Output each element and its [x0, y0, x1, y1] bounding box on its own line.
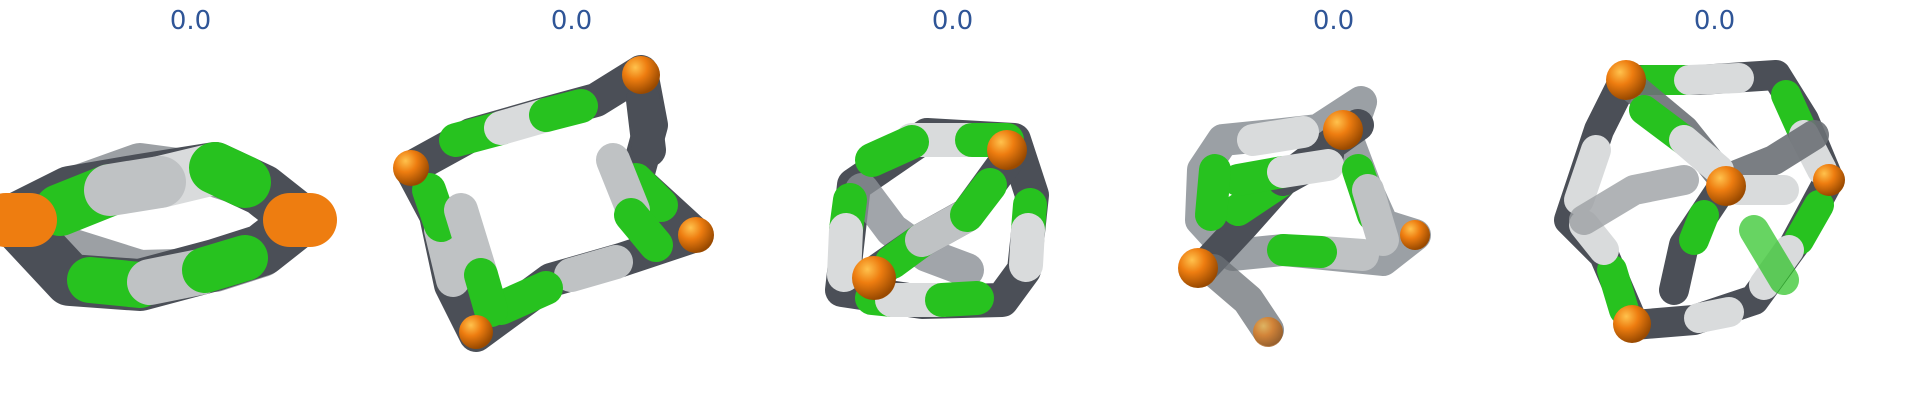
molecule-render: [1178, 86, 1431, 347]
score-label: 0.0: [931, 6, 974, 36]
panel-5: 0.0: [1524, 0, 1905, 416]
panel-1: 0.0: [0, 0, 381, 416]
atom-orange: [1813, 164, 1845, 196]
panel-3: 0.0: [762, 0, 1143, 416]
panel-4: 0.0: [1143, 0, 1524, 416]
atom-orange: [393, 150, 429, 186]
score-label: 0.0: [1312, 6, 1355, 36]
score-label: 0.0: [169, 6, 212, 36]
atom-orange: [1253, 317, 1283, 347]
atom-orange: [1178, 248, 1218, 288]
atom-orange: [1323, 110, 1363, 150]
atom-orange: [1613, 305, 1651, 343]
molecule-render: [0, 142, 337, 311]
score-label: 0.0: [1693, 6, 1736, 36]
molecule-render: [1554, 60, 1845, 343]
atom-orange: [459, 315, 493, 349]
score-label: 0.0: [550, 6, 593, 36]
atom-orange: [678, 217, 714, 253]
atom-orange: [852, 256, 896, 300]
molecule-render: [393, 55, 714, 352]
panel-2: 0.0: [381, 0, 762, 416]
atom-orange: [1706, 166, 1746, 206]
molecule-render: [825, 118, 1049, 319]
atom-orange: [622, 56, 660, 94]
atom-orange: [1606, 60, 1646, 100]
atom-orange: [1400, 220, 1430, 250]
atom-orange: [987, 130, 1027, 170]
